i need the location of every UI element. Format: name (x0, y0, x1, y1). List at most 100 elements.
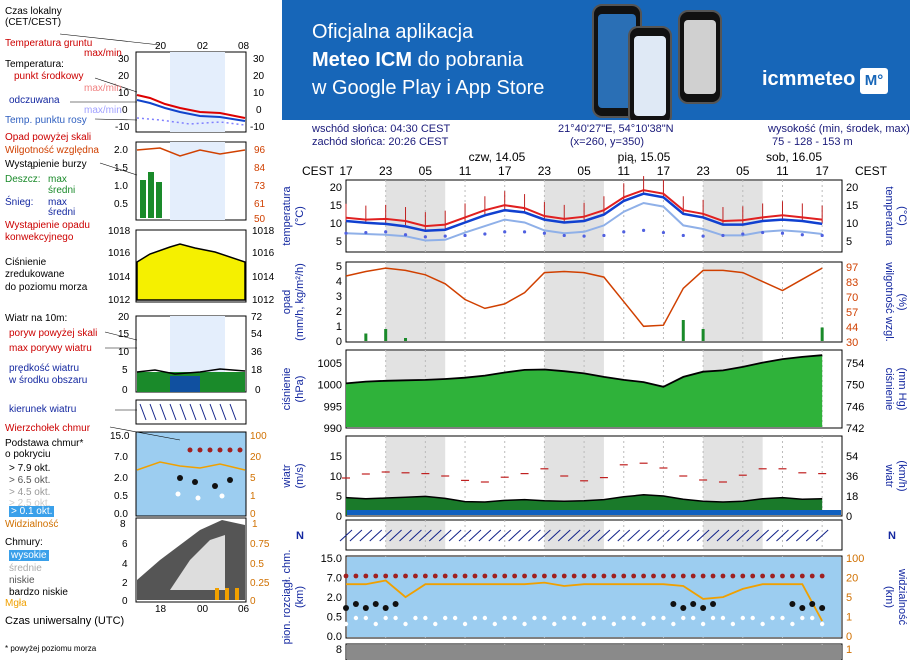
wind-direction-arrow (607, 529, 621, 542)
cloud-top-dot (700, 573, 706, 579)
legend-utc-tick-2: 06 (238, 604, 250, 615)
wind-direction-arrow (488, 529, 502, 542)
cloud-ylabel-left: (km) (294, 586, 306, 608)
cloud-ylabel-left: pion. rozciągł. chm. (282, 550, 293, 645)
cloud-top-dot (422, 573, 428, 579)
cloud-low-dot (581, 621, 587, 627)
legend-time-tick-0: 20 (155, 41, 167, 52)
hour-tick-label: 17 (657, 164, 671, 178)
cloud-base-dot (690, 601, 697, 607)
precip-tick-left: 1 (336, 321, 342, 333)
cloud-low-dot (651, 615, 656, 621)
cloud-low-dot (819, 621, 825, 627)
cloud-top-dot (571, 573, 577, 579)
cloud-low-dot (571, 615, 577, 621)
legend-snow-max: max (48, 197, 67, 208)
legend-cloud-base2: o pokryciu (5, 449, 51, 460)
wind-direction-arrow (627, 529, 641, 542)
cloud-low-dot (423, 615, 428, 621)
legend-cloud-tick-2: 2.0 (114, 473, 128, 484)
temp-ylabel-right: (°C) (896, 206, 908, 226)
pressure-tick-left: 995 (324, 401, 342, 413)
wind-direction-arrow (577, 529, 591, 542)
legend-cover-3: > 2.5 okt. (9, 498, 51, 509)
legend-temp-tick-3: 0 (122, 105, 128, 116)
wind-direction-arrow (617, 529, 631, 542)
humidity-tick-right: 30 (846, 337, 858, 349)
visibility-tick-right: 20 (846, 573, 858, 585)
hour-tick-label: 11 (618, 164, 631, 178)
cloud-top-dot (760, 573, 766, 579)
hour-tick-label: 05 (577, 164, 591, 178)
wind-ylabel-left: (m/s) (294, 463, 306, 488)
legend-clouds-tick-1: 4 (122, 559, 128, 570)
temp-tick-right: 20 (846, 182, 858, 194)
cloud-top-dot (670, 573, 676, 579)
wind-ylabel-left: wiatr (282, 464, 293, 489)
cloud-low-dot (552, 621, 557, 627)
legend-wind-tick-0: 20 (118, 312, 130, 323)
wind-direction-arrow (676, 529, 690, 542)
legend-fog-tick-3: 0 (250, 596, 256, 607)
precip-tick-left: 3 (336, 291, 342, 303)
night-band (544, 181, 604, 251)
cloud-top-dot (581, 573, 587, 579)
wind-direction-arrow (657, 529, 670, 542)
cloud-base-dot (382, 605, 389, 611)
dew-point-dot (741, 232, 745, 236)
cloud-low-dot (810, 615, 815, 621)
cloud-top-dot (373, 573, 379, 579)
app-banner[interactable]: Oficjalna aplikacja Meteo ICM do pobrani… (282, 0, 910, 120)
legend-pressure-sub2: do poziomu morza (5, 282, 88, 293)
legend-hum-tick-1: 84 (254, 163, 266, 174)
legend-clouds-tick-0: 6 (122, 539, 128, 550)
legend-temp-ground: Temperatura gruntu (5, 38, 93, 49)
cloud-low-dot (562, 615, 567, 621)
wind-tick-right: 36 (846, 471, 858, 483)
wind-direction-arrow (448, 529, 462, 542)
wind-direction-arrow (686, 529, 700, 542)
wind-direction-arrow (795, 529, 809, 542)
dew-point-dot (721, 233, 725, 238)
legend-footnote: * powyżej poziomu morza (5, 644, 97, 653)
cloud-top-dot (730, 573, 736, 579)
cloud-top-dot (542, 573, 547, 579)
cloud-low-dot (750, 615, 755, 621)
cloud-low-dot (681, 615, 686, 621)
cloud-top-dot (690, 573, 696, 579)
pressure-tick-left: 1005 (318, 358, 342, 370)
banner-line-3: w Google Play i App Store (312, 77, 545, 99)
dew-point-dot (522, 230, 527, 234)
legend-sample-l: 8 (120, 519, 126, 530)
dew-point-dot (503, 230, 507, 234)
phone-mockup-3 (678, 10, 722, 104)
wind-direction-arrow (805, 529, 819, 542)
legend-high: wysokie (9, 550, 49, 561)
pressure-line (345, 354, 823, 388)
wind-direction-arrow (597, 529, 611, 542)
legend-precip-tick-1: 1.5 (114, 163, 128, 174)
legend-time-tick-2: 08 (238, 41, 250, 52)
cloud-low-dot (720, 615, 726, 621)
cloud-top-dot (770, 573, 775, 579)
legend-time-tick-1: 02 (197, 41, 209, 52)
legend-wind-area: w środku obszaru (9, 375, 88, 386)
wind-direction-arrow (409, 529, 422, 542)
legend-cloud-tick-1: 7.0 (114, 452, 128, 463)
pressure-ylabel-right: ciśnienie (883, 368, 895, 411)
cloud-low-dot (790, 621, 795, 627)
wind-tick-right: 0 (846, 511, 852, 523)
cloud-top-dot (750, 573, 756, 579)
cloud-low-dot (512, 615, 517, 621)
cloud-top-dot (502, 573, 508, 579)
dew-point-dot (562, 233, 566, 238)
cloud-low-dot (492, 621, 497, 627)
legend-temp-feel-sub: max/min (84, 105, 122, 116)
hour-tick-label: 23 (379, 164, 393, 178)
legend-cover-2: > 4.5 okt. (9, 487, 51, 498)
legend-pres-tick-2: 1014 (108, 272, 131, 283)
legend-precip-occ: Wystąpienie opadu (5, 220, 90, 231)
legend-pres-tick-r2: 1014 (252, 272, 275, 283)
cloud-top-dot (631, 573, 637, 579)
dew-point-dot (761, 230, 765, 235)
